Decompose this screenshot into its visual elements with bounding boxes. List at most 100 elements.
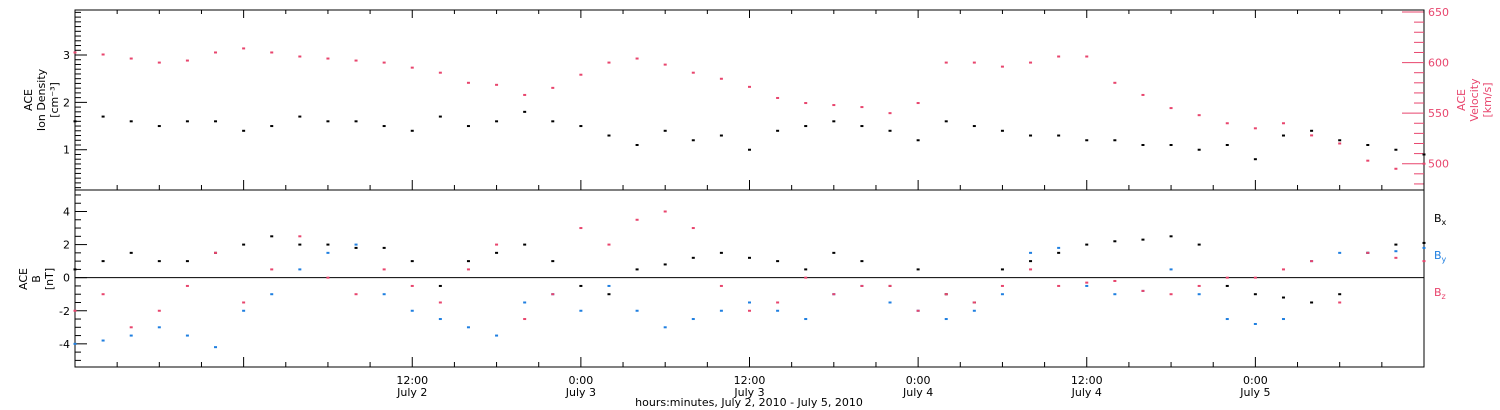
velocity-point <box>129 57 133 60</box>
bx-point <box>1169 235 1173 238</box>
by-point <box>1253 322 1257 325</box>
velocity-point <box>298 55 302 58</box>
by-point <box>326 251 330 254</box>
x-tick-time-label: 0:00 <box>906 374 931 387</box>
density-point <box>860 125 864 128</box>
velocity-point <box>691 71 695 74</box>
density-point <box>157 125 161 128</box>
by-point <box>523 301 527 304</box>
bz-point <box>663 210 667 213</box>
by-point <box>466 326 470 329</box>
by-point <box>1281 318 1285 321</box>
bx-point <box>438 284 442 287</box>
velocity-point <box>1057 55 1061 58</box>
bx-point <box>691 256 695 259</box>
by-point <box>1000 293 1004 296</box>
density-point <box>972 125 976 128</box>
bx-point <box>719 251 723 254</box>
density-point <box>888 129 892 132</box>
bz-point <box>382 268 386 271</box>
velocity-point <box>1000 65 1004 68</box>
velocity-point <box>1310 134 1314 137</box>
by-point <box>214 346 218 349</box>
bz-point <box>466 268 470 271</box>
bx-point <box>101 260 105 263</box>
velocity-point <box>607 61 611 64</box>
bz-point <box>635 218 639 221</box>
bz-point <box>944 293 948 296</box>
bx-point <box>157 260 161 263</box>
density-point <box>916 139 920 142</box>
b-tick-label: -2 <box>59 305 70 318</box>
density-point <box>1141 144 1145 146</box>
velocity-point <box>916 102 920 105</box>
velocity-tick-label: 550 <box>1428 107 1449 120</box>
density-ylabel-line-3: [cm⁻³] <box>48 82 61 118</box>
bx-point <box>860 260 864 263</box>
by-point <box>972 309 976 312</box>
bx-point <box>916 268 920 271</box>
density-point <box>73 120 77 123</box>
velocity-point <box>438 71 442 74</box>
bz-point <box>1000 284 1004 287</box>
bx-point <box>1225 284 1229 287</box>
x-axis-title: hours:minutes, July 2, 2010 - July 5, 20… <box>635 396 863 409</box>
bz-point <box>1225 276 1229 279</box>
bz-point <box>495 243 499 246</box>
velocity-point <box>185 59 189 62</box>
bx-point <box>129 251 133 254</box>
velocity-point <box>1366 159 1370 162</box>
velocity-point <box>495 83 499 86</box>
velocity-ylabel-line-3: [km/s] <box>1481 82 1494 117</box>
bx-point <box>1057 251 1061 254</box>
bx-point <box>242 243 246 246</box>
bz-point <box>1141 289 1145 292</box>
bz-point <box>73 309 77 312</box>
by-point <box>607 284 611 287</box>
density-point <box>1225 144 1229 146</box>
x-tick-date-label: July 4 <box>1071 386 1102 399</box>
bx-point <box>1000 268 1004 271</box>
velocity-ylabel-line-2: Velocity <box>1468 78 1481 122</box>
x-tick-date-label: July 3 <box>565 386 596 399</box>
by-point <box>776 309 780 312</box>
bx-point <box>523 243 527 246</box>
by-point <box>298 268 302 271</box>
bx-point <box>270 235 274 238</box>
by-point <box>438 318 442 321</box>
bx-point <box>410 260 414 263</box>
density-point <box>607 134 611 137</box>
velocity-tick-label: 650 <box>1428 6 1449 19</box>
density-point <box>1197 148 1201 151</box>
density-point <box>1113 139 1117 142</box>
bx-point <box>804 268 808 271</box>
bx-point <box>1141 238 1145 241</box>
bz-point <box>579 227 583 230</box>
bx-point <box>1029 260 1033 263</box>
bottom-panel: -4 -2 0 2 4 ACE B [nT] Bx By Bz <box>17 189 1447 368</box>
by-point <box>748 301 751 304</box>
bz-point <box>776 301 780 304</box>
velocity-point <box>326 57 330 60</box>
velocity-point <box>944 61 948 64</box>
bz-point <box>1338 301 1342 304</box>
bz-point <box>242 301 246 304</box>
by-point <box>410 309 414 312</box>
velocity-point <box>1085 55 1089 58</box>
density-point <box>214 120 218 123</box>
legend-bx: Bx <box>1434 212 1447 227</box>
b-ylabel-line-3: [nT] <box>43 268 56 290</box>
bx-point <box>663 263 667 266</box>
legend-bz: Bz <box>1434 286 1446 301</box>
density-point <box>495 120 499 123</box>
velocity-point <box>1169 107 1173 110</box>
velocity-point <box>972 61 976 64</box>
bz-point <box>1197 284 1201 287</box>
by-point <box>1197 293 1201 296</box>
by-point <box>242 309 246 312</box>
bx-point <box>776 260 780 263</box>
bz-point <box>214 251 218 254</box>
velocity-point <box>1197 114 1201 117</box>
bx-point <box>1253 293 1257 296</box>
bx-point <box>607 293 611 296</box>
